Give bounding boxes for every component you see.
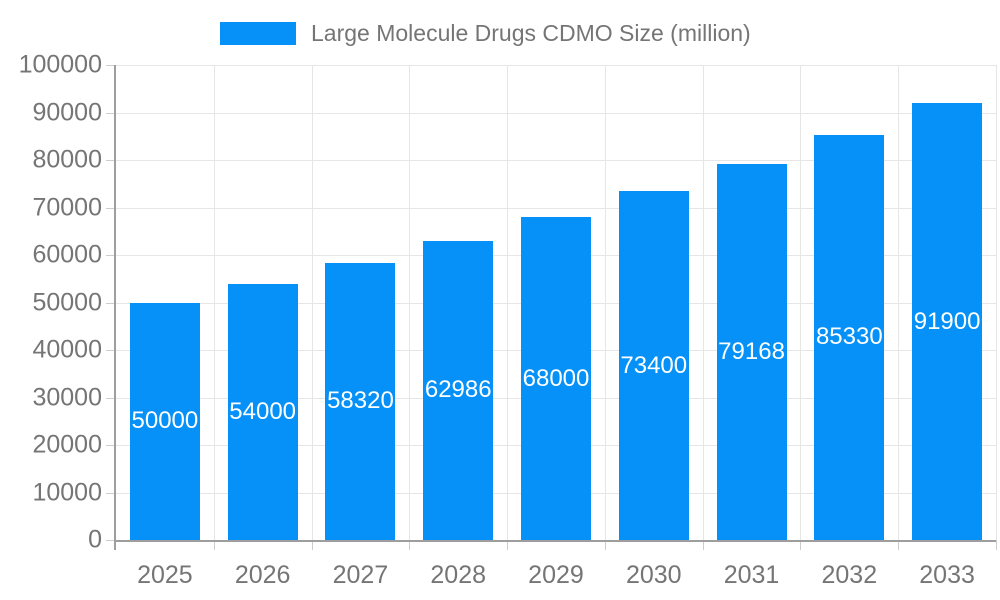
y-axis-tick-label: 20000 — [32, 430, 102, 459]
y-axis-tick — [106, 255, 116, 256]
bar: 91900 — [912, 103, 983, 540]
bar-value-label: 50000 — [131, 407, 199, 435]
y-axis-tick-label: 0 — [88, 525, 102, 554]
chart-legend: Large Molecule Drugs CDMO Size (million) — [220, 20, 751, 47]
x-grid-line — [507, 65, 509, 540]
x-grid-line — [604, 65, 606, 540]
x-grid-line — [409, 65, 411, 540]
y-axis-tick — [106, 350, 116, 351]
legend-label: Large Molecule Drugs CDMO Size (million) — [311, 20, 751, 46]
x-axis-tick-label: 2025 — [137, 561, 193, 589]
bar: 58320 — [325, 262, 396, 540]
y-axis-tick — [106, 160, 116, 161]
y-grid-line — [116, 112, 996, 114]
x-axis-tick — [702, 540, 704, 550]
bar: 85330 — [814, 134, 885, 540]
bar-value-label: 85330 — [815, 323, 883, 351]
x-grid-line — [311, 65, 313, 540]
x-axis-tick-label: 2027 — [332, 561, 389, 589]
y-axis-tick — [106, 302, 116, 304]
bar-value-label: 68000 — [522, 364, 590, 392]
bar: 79168 — [716, 163, 787, 540]
x-axis-tick-label: 2026 — [234, 561, 291, 589]
x-axis-tick — [213, 540, 215, 550]
x-axis-tick-label: 2030 — [625, 561, 682, 589]
y-grid-line — [116, 65, 996, 66]
y-axis-tick — [106, 397, 116, 399]
bar-value-label: 79168 — [718, 337, 785, 365]
y-axis-tick — [106, 492, 116, 494]
x-grid-line — [702, 65, 704, 540]
x-grid-line — [898, 65, 900, 540]
bar-value-label: 54000 — [229, 397, 297, 425]
y-axis-tick-label: 90000 — [32, 98, 102, 126]
y-axis-tick-label: 50000 — [32, 288, 102, 316]
bar-value-label: 73400 — [620, 351, 688, 379]
y-axis-tick — [106, 65, 116, 66]
y-axis-tick-label: 80000 — [32, 145, 102, 174]
bar: 68000 — [521, 217, 591, 540]
x-grid-line — [996, 65, 997, 540]
legend-swatch — [220, 22, 296, 45]
x-axis-tick — [311, 540, 313, 550]
bar-value-label: 62986 — [424, 376, 492, 404]
bar: 73400 — [618, 191, 689, 540]
y-axis-tick — [106, 540, 116, 541]
bar: 62986 — [423, 240, 494, 540]
y-axis-tick — [106, 112, 116, 114]
x-axis-tick — [604, 540, 606, 550]
x-axis-tick — [800, 540, 802, 550]
x-axis-tick-label: 2033 — [919, 561, 975, 589]
bar: 54000 — [227, 283, 298, 540]
x-axis-tick — [996, 540, 997, 550]
x-axis-tick-label: 2029 — [528, 561, 584, 589]
x-axis-tick-label: 2028 — [430, 561, 487, 589]
x-grid-line — [213, 65, 215, 540]
y-axis-tick — [106, 207, 116, 209]
y-axis-tick-label: 70000 — [32, 193, 102, 221]
x-axis-tick — [409, 540, 411, 550]
y-axis-line — [114, 65, 116, 550]
y-axis-tick-label: 40000 — [32, 335, 102, 364]
x-grid-line — [800, 65, 802, 540]
y-axis-tick-label: 60000 — [32, 240, 102, 269]
x-axis-line — [114, 540, 996, 542]
x-axis-tick-label: 2032 — [821, 561, 878, 589]
x-axis-tick-label: 2031 — [723, 561, 780, 589]
y-grid-line — [116, 160, 996, 161]
y-axis-tick-label: 10000 — [32, 478, 102, 506]
y-grid-line — [116, 207, 996, 209]
x-axis-tick — [507, 540, 509, 550]
bar-value-label: 58320 — [327, 387, 394, 415]
y-axis-tick-label: 100000 — [18, 50, 102, 79]
x-axis-tick — [898, 540, 900, 550]
y-axis-tick — [106, 445, 116, 446]
bar-value-label: 91900 — [913, 307, 981, 335]
y-axis-tick-label: 30000 — [32, 383, 102, 411]
bar: 50000 — [129, 302, 200, 540]
